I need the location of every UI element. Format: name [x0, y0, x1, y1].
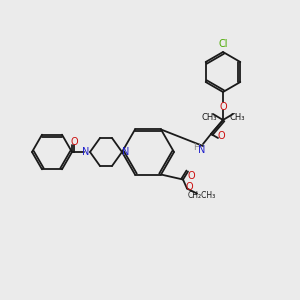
Text: O: O: [185, 182, 193, 191]
Text: CH₃: CH₃: [201, 113, 217, 122]
Text: O: O: [187, 170, 195, 181]
Text: O: O: [70, 137, 78, 147]
Text: O: O: [217, 131, 225, 141]
Text: O: O: [219, 102, 227, 112]
Text: CH₃: CH₃: [229, 113, 245, 122]
Text: H: H: [194, 142, 200, 152]
Text: N: N: [198, 145, 206, 155]
Text: N: N: [122, 147, 130, 157]
Text: Cl: Cl: [218, 39, 228, 49]
Text: N: N: [82, 147, 90, 157]
Text: CH₂CH₃: CH₂CH₃: [188, 191, 216, 200]
